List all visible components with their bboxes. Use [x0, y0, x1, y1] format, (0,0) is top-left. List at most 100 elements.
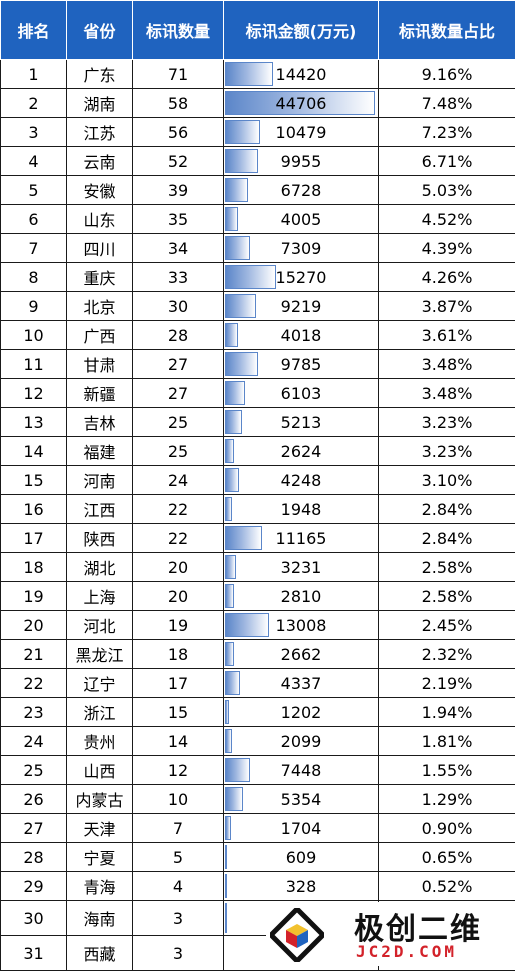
- count-cell: 17: [133, 669, 224, 698]
- amount-value: 2624: [281, 442, 322, 461]
- rank-cell: 13: [1, 408, 67, 437]
- rank-cell: 25: [1, 756, 67, 785]
- amount-value: 1202: [281, 703, 322, 722]
- province-cell: 湖北: [67, 553, 133, 582]
- amount-cell: 9955: [224, 147, 379, 176]
- watermark-subtitle: JC2D.COM: [356, 942, 457, 961]
- province-cell: 海南: [67, 901, 133, 936]
- province-cell: 内蒙古: [67, 785, 133, 814]
- count-cell: 28: [133, 321, 224, 350]
- count-cell: 14: [133, 727, 224, 756]
- header-count: 标讯数量: [133, 1, 224, 60]
- amount-data-bar: [225, 294, 256, 318]
- amount-cell: 328: [224, 872, 379, 901]
- count-cell: 27: [133, 379, 224, 408]
- rank-cell: 27: [1, 814, 67, 843]
- rank-cell: 30: [1, 901, 67, 936]
- rank-cell: 18: [1, 553, 67, 582]
- province-cell: 山东: [67, 205, 133, 234]
- amount-cell: 2662: [224, 640, 379, 669]
- amount-cell: 7309: [224, 234, 379, 263]
- share-cell: 1.29%: [379, 785, 515, 814]
- amount-data-bar: [225, 816, 231, 840]
- share-cell: 3.10%: [379, 466, 515, 495]
- share-cell: 5.03%: [379, 176, 515, 205]
- rank-cell: 12: [1, 379, 67, 408]
- amount-value: 14420: [276, 65, 327, 84]
- province-cell: 河北: [67, 611, 133, 640]
- province-cell: 河南: [67, 466, 133, 495]
- amount-data-bar: [225, 323, 238, 347]
- rank-cell: 24: [1, 727, 67, 756]
- count-cell: 30: [133, 292, 224, 321]
- amount-data-bar: [225, 700, 229, 724]
- count-cell: 22: [133, 524, 224, 553]
- rank-cell: 5: [1, 176, 67, 205]
- share-cell: 1.94%: [379, 698, 515, 727]
- rank-cell: 11: [1, 350, 67, 379]
- rank-cell: 1: [1, 60, 67, 89]
- count-cell: 5: [133, 843, 224, 872]
- amount-cell: 4337: [224, 669, 379, 698]
- share-cell: 3.87%: [379, 292, 515, 321]
- count-cell: 56: [133, 118, 224, 147]
- rank-cell: 28: [1, 843, 67, 872]
- rank-cell: 20: [1, 611, 67, 640]
- province-cell: 广西: [67, 321, 133, 350]
- amount-data-bar: [225, 584, 234, 608]
- count-cell: 34: [133, 234, 224, 263]
- amount-value: 5213: [281, 413, 322, 432]
- amount-data-bar: [225, 845, 227, 869]
- province-cell: 江苏: [67, 118, 133, 147]
- share-cell: 3.23%: [379, 437, 515, 466]
- amount-value: 2099: [281, 732, 322, 751]
- province-cell: 山西: [67, 756, 133, 785]
- share-cell: 2.84%: [379, 524, 515, 553]
- count-cell: 12: [133, 756, 224, 785]
- count-cell: 19: [133, 611, 224, 640]
- amount-cell: 15270: [224, 263, 379, 292]
- count-cell: 15: [133, 698, 224, 727]
- amount-data-bar: [225, 613, 269, 637]
- amount-data-bar: [225, 149, 258, 173]
- share-cell: 2.58%: [379, 553, 515, 582]
- amount-cell: 10479: [224, 118, 379, 147]
- count-cell: 25: [133, 437, 224, 466]
- count-cell: 27: [133, 350, 224, 379]
- amount-cell: 5354: [224, 785, 379, 814]
- amount-value: 7448: [281, 761, 322, 780]
- amount-value: 2810: [281, 587, 322, 606]
- province-cell: 福建: [67, 437, 133, 466]
- amount-data-bar: [225, 178, 248, 202]
- amount-cell: 4248: [224, 466, 379, 495]
- amount-value: 44706: [276, 94, 327, 113]
- amount-value: 1948: [281, 500, 322, 519]
- amount-value: 9785: [281, 355, 322, 374]
- amount-cell: 2810: [224, 582, 379, 611]
- rank-cell: 16: [1, 495, 67, 524]
- province-cell: 云南: [67, 147, 133, 176]
- amount-cell: 2624: [224, 437, 379, 466]
- share-cell: 6.71%: [379, 147, 515, 176]
- count-cell: 22: [133, 495, 224, 524]
- amount-value: 6728: [281, 181, 322, 200]
- amount-value: 15270: [276, 268, 327, 287]
- amount-value: 10479: [276, 123, 327, 142]
- province-cell: 天津: [67, 814, 133, 843]
- amount-cell: 14420: [224, 60, 379, 89]
- amount-value: 1704: [281, 819, 322, 838]
- rank-cell: 29: [1, 872, 67, 901]
- amount-value: 3231: [281, 558, 322, 577]
